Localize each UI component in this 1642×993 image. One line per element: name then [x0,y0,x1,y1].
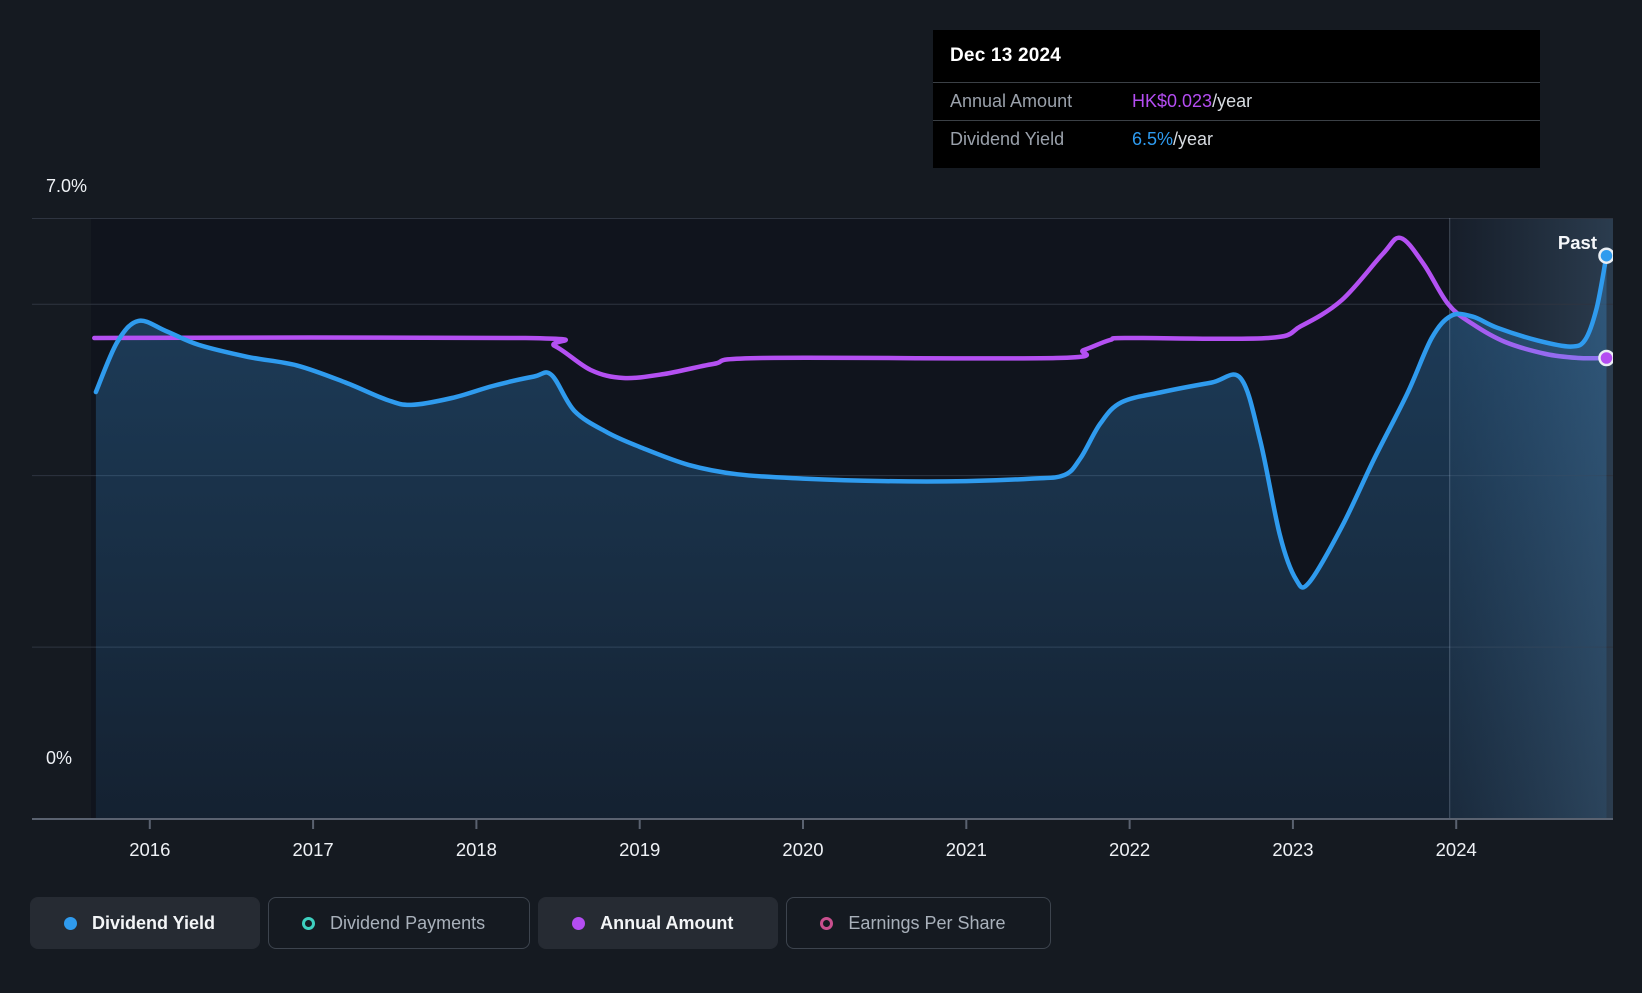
x-axis-label-2016: 2016 [129,839,170,860]
x-axis-label-2019: 2019 [619,839,660,860]
dividend-yield-endpoint-marker [1598,247,1613,264]
legend-item-dividend-yield[interactable]: Dividend Yield [30,897,261,949]
legend-label-annual-amount: Annual Amount [600,912,734,933]
ring-icon-dividend-payments [302,916,316,930]
x-axis-label-2017: 2017 [293,839,334,860]
legend-label-dividend-yield: Dividend Yield [92,912,216,933]
legend-label-earnings-per-share: Earnings Per Share [848,912,1006,933]
filled-dot-icon-annual-amount [572,916,586,930]
tooltip-row-annual-amount: Annual Amount HK$0.023/year [933,82,1540,120]
x-axis-label-2022: 2022 [1109,839,1150,860]
y-axis-label-top: 7.0% [46,176,87,196]
legend-item-earnings-per-share[interactable]: Earnings Per Share [786,897,1051,949]
tooltip-dividend-yield-value: 6.5% [1132,129,1174,149]
chart-legend: Dividend Yield Dividend Payments Annual Am… [30,897,1051,949]
y-axis-label-bottom: 0% [46,748,72,768]
past-label: Past [1558,232,1597,253]
tooltip-annual-amount-value: HK$0.023 [1132,91,1213,111]
ring-icon-earnings-per-share [820,916,834,930]
x-axis-label-2018: 2018 [456,839,497,860]
filled-dot-icon-dividend-yield [64,916,77,930]
tooltip-dividend-yield-val: 6.5%/year [1132,129,1213,150]
x-axis-label-2021: 2021 [946,839,987,860]
annual-amount-endpoint-marker [1598,349,1613,367]
legend-item-dividend-payments[interactable]: Dividend Payments [268,897,531,949]
x-axis-label-2020: 2020 [782,839,823,860]
tooltip-date: Dec 13 2024 [950,45,1062,66]
dividend-yield-area [95,255,1607,819]
tooltip-annual-amount-suffix: /year [1212,91,1253,111]
x-axis-label-2023: 2023 [1272,839,1313,860]
tooltip-annual-amount-val: HK$0.023/year [1132,91,1252,112]
tooltip-row-dividend-yield: Dividend Yield 6.5%/year [933,120,1540,158]
x-axis-label-2024: 2024 [1436,839,1477,860]
tooltip-dividend-yield-suffix: /year [1173,129,1214,149]
dividend-yield-line [93,253,1609,590]
legend-label-dividend-payments: Dividend Payments [330,912,486,933]
legend-item-annual-amount[interactable]: Annual Amount [538,897,779,949]
tooltip-annual-amount-label: Annual Amount [950,91,1073,111]
annual-amount-line [92,235,1609,381]
tooltip-dividend-yield-label: Dividend Yield [950,129,1065,149]
hover-tooltip: Dec 13 2024 Annual Amount HK$0.023/year … [933,30,1540,168]
